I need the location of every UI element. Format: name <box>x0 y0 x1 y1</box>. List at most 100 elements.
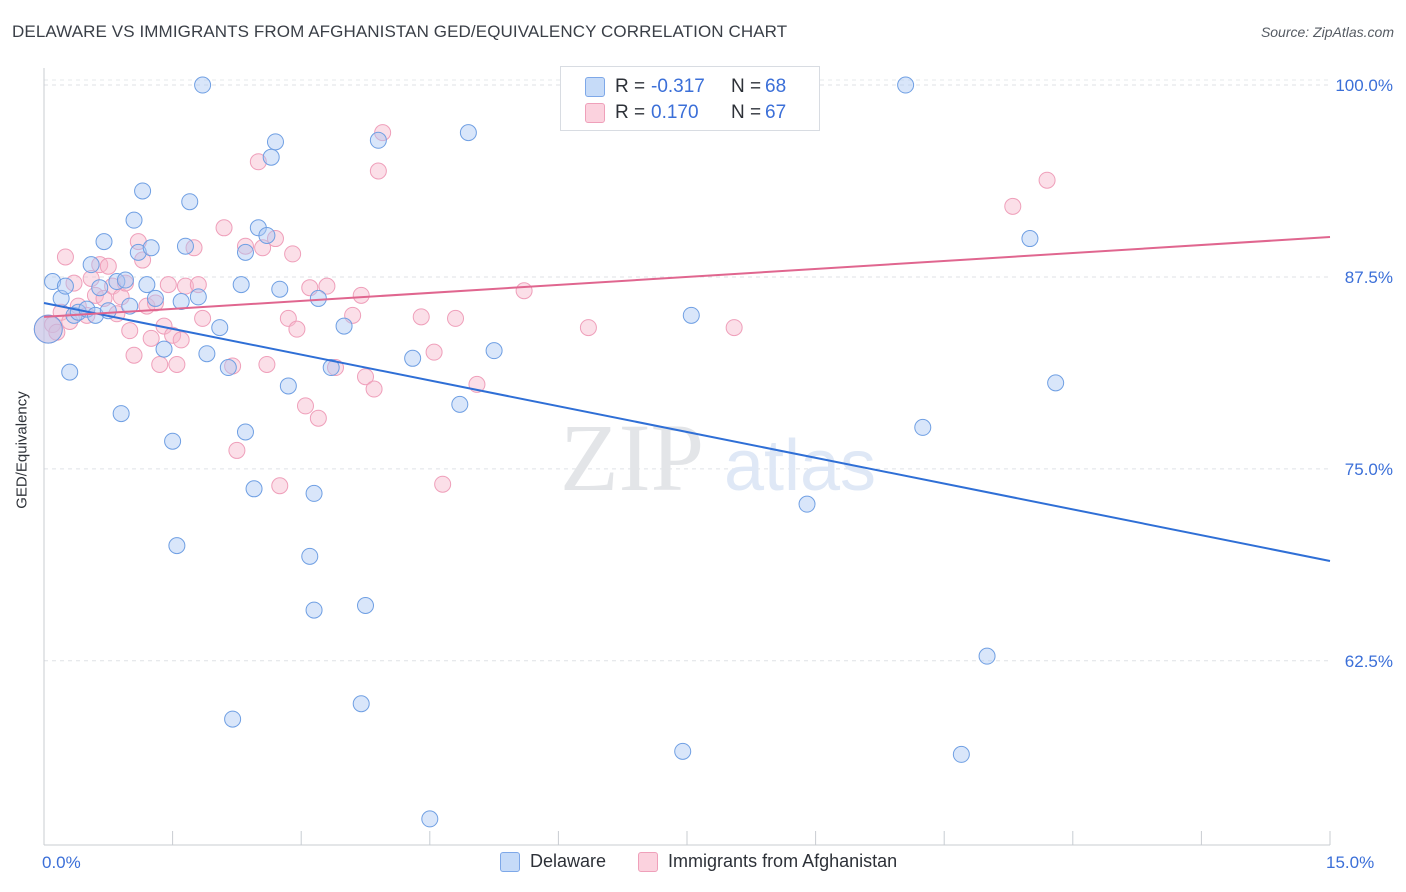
delaware-point <box>198 345 216 363</box>
delaware-point <box>335 317 353 335</box>
delaware-point <box>369 131 387 149</box>
delaware-point <box>305 484 323 502</box>
delaware-point <box>112 405 130 423</box>
delaware-point <box>138 276 156 294</box>
series-afghanistan-points <box>33 76 1056 495</box>
delaware-point <box>116 271 134 289</box>
n-label: N = <box>731 76 762 97</box>
delaware-point <box>404 349 422 367</box>
delaware-point <box>168 537 186 555</box>
stats-legend: R = -0.317 N = 68 R = 0.170 N = 67 <box>560 66 820 131</box>
afghanistan-point <box>151 355 169 373</box>
delaware-point <box>674 742 692 760</box>
delaware-point <box>245 480 263 498</box>
y-tick-label: 87.5% <box>1345 268 1393 287</box>
n-value: 68 <box>765 76 787 97</box>
delaware-point <box>194 76 212 94</box>
legend-item-delaware[interactable]: Delaware <box>500 851 606 872</box>
delaware-point <box>451 395 469 413</box>
delaware-point <box>219 359 237 377</box>
delaware-point <box>352 695 370 713</box>
afghanistan-point <box>176 277 194 295</box>
y-tick-label: 100.0% <box>1335 76 1393 95</box>
afghanistan-point <box>365 380 383 398</box>
delaware-trend-line <box>43 302 1331 562</box>
afghanistan-point <box>56 248 74 266</box>
afghanistan-point <box>121 322 139 340</box>
afghanistan-point <box>258 355 276 373</box>
afghanistan-point <box>326 359 344 377</box>
delaware-point <box>236 423 254 441</box>
delaware-point <box>305 601 323 619</box>
legend-label: Immigrants from Afghanistan <box>668 851 898 871</box>
legend-item-afghanistan[interactable]: Immigrants from Afghanistan <box>638 851 897 872</box>
afghanistan-point <box>228 441 246 459</box>
delaware-point <box>459 124 477 142</box>
afghanistan-point <box>215 219 233 237</box>
afghanistan-point <box>412 308 430 326</box>
axes <box>43 68 1331 846</box>
r-label: R = <box>615 76 646 97</box>
afghanistan-point <box>309 409 327 427</box>
delaware-point <box>266 133 284 151</box>
afghanistan-point <box>288 320 306 338</box>
x-tick-label-min: 0.0% <box>42 853 81 872</box>
delaware-point <box>82 256 100 274</box>
stats-row-afghanistan: R = 0.170 N = 67 <box>585 101 786 125</box>
delaware-point <box>129 243 147 261</box>
afghanistan-point <box>82 269 100 287</box>
delaware-point <box>236 243 254 261</box>
afghanistan-point <box>168 355 186 373</box>
trend-lines <box>43 236 1331 562</box>
delaware-point <box>232 276 250 294</box>
afghanistan-point <box>725 319 743 337</box>
afghanistan-point <box>142 329 160 347</box>
delaware-point <box>108 273 126 291</box>
afghanistan-point <box>236 237 254 255</box>
afghanistan-point <box>447 309 465 327</box>
source-label: Source: ZipAtlas.com <box>1260 24 1394 40</box>
delaware-point <box>279 377 297 395</box>
afghanistan-point <box>515 282 533 300</box>
delaware-point <box>33 314 63 344</box>
afghanistan-point <box>352 286 370 304</box>
afghanistan-point <box>296 397 314 415</box>
afghanistan-trend-line <box>43 236 1331 318</box>
afghanistan-point <box>159 276 177 294</box>
n-label: N = <box>731 102 762 123</box>
delaware-point <box>121 297 139 315</box>
delaware-point <box>172 293 190 311</box>
delaware-point <box>176 237 194 255</box>
delaware-point <box>952 745 970 763</box>
delaware-point <box>271 280 289 298</box>
delaware-point <box>142 239 160 257</box>
delaware-point <box>914 418 932 436</box>
afghanistan-point <box>61 312 79 330</box>
delaware-point <box>978 647 996 665</box>
delaware-point <box>1021 230 1039 248</box>
afghanistan-swatch <box>638 851 659 872</box>
afghanistan-point <box>425 343 443 361</box>
afghanistan-point <box>125 346 143 364</box>
x-tick-label-max: 15.0% <box>1326 853 1375 872</box>
afghanistan-point <box>434 475 452 493</box>
delaware-point <box>134 182 152 200</box>
delaware-point <box>682 306 700 324</box>
chart-title: DELAWARE VS IMMIGRANTS FROM AFGHANISTAN … <box>12 22 788 41</box>
afghanistan-point <box>318 277 336 295</box>
delaware-point <box>798 495 816 513</box>
n-value: 67 <box>765 102 787 123</box>
delaware-point <box>262 148 280 166</box>
afghanistan-point <box>374 124 392 142</box>
afghanistan-point <box>249 153 267 171</box>
delaware-point <box>56 277 74 295</box>
watermark: ZIP atlas <box>560 404 876 511</box>
delaware-point <box>155 340 173 358</box>
delaware-point <box>258 226 276 244</box>
series-delaware-points <box>33 76 1065 828</box>
afghanistan-point <box>189 276 207 294</box>
delaware-swatch <box>500 851 520 872</box>
delaware-point <box>91 279 109 297</box>
afghanistan-point <box>164 326 182 344</box>
series-legend: Delaware Immigrants from Afghanistan <box>500 851 929 872</box>
